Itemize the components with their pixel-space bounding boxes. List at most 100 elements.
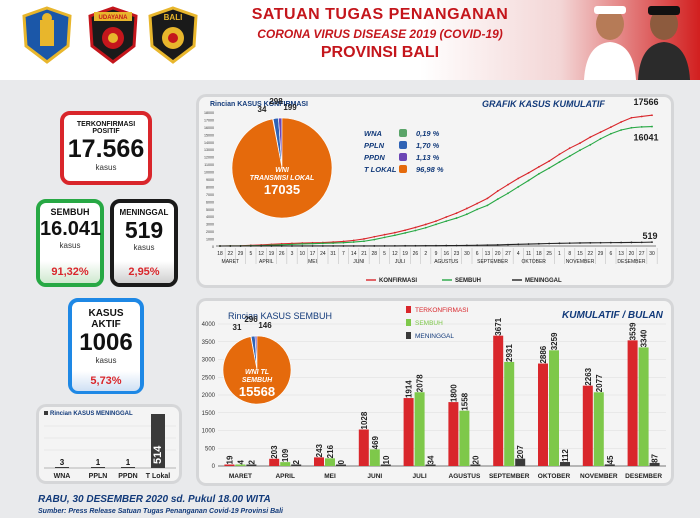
- bar-category-label: DESEMBER: [625, 473, 662, 480]
- header: UDAYANA BALI SATUAN TUGAS PENANGANAN COR…: [0, 0, 700, 80]
- line-x-tick: 13: [485, 251, 491, 257]
- active-label-2: AKTIF: [91, 319, 121, 330]
- bar-value-label: 2: [292, 460, 301, 465]
- bar-y-tick: 2500: [202, 375, 216, 381]
- line-x-tick: 25: [546, 251, 552, 257]
- death-bar-wna: [55, 467, 69, 468]
- line-point-meninggal: [517, 243, 520, 246]
- confirmed-label-1: TERKONFIRMASI: [76, 121, 136, 128]
- line-point-meninggal: [414, 244, 417, 247]
- line-point-konfirmasi: [435, 220, 437, 223]
- confirmed-pie-center-value: 17035: [264, 182, 300, 197]
- line-point-konfirmasi: [579, 142, 581, 145]
- line-point-konfirmasi: [568, 147, 571, 150]
- line-y-tick: 12000: [204, 156, 214, 160]
- bali-province-emblem-icon: [22, 6, 72, 64]
- line-x-tick: 16: [444, 251, 450, 257]
- bar-sembuh: [280, 462, 291, 466]
- line-point-meninggal: [435, 244, 437, 247]
- bar-value-label: 3340: [640, 329, 649, 347]
- line-point-sembuh: [609, 132, 612, 135]
- line-point-sembuh: [311, 242, 314, 245]
- bar-meninggal: [649, 462, 660, 466]
- confirmed-legend-swatch-3: [399, 165, 407, 173]
- line-point-sembuh: [507, 192, 509, 195]
- bar-meninggal: [470, 464, 481, 466]
- bar-value-label: 3539: [629, 322, 638, 340]
- line-point-sembuh: [373, 238, 376, 241]
- bar-meninggal: [380, 464, 391, 466]
- line-x-tick: 20: [495, 251, 501, 257]
- death-bar-category: PPDN: [118, 473, 137, 480]
- footer-source: Sumber: Press Release Satuan Tugas Penan…: [38, 508, 283, 515]
- line-point-meninggal: [260, 245, 263, 247]
- line-point-sembuh: [342, 241, 345, 244]
- death-bar-category: WNA: [54, 473, 71, 480]
- line-x-tick: 21: [361, 251, 367, 257]
- bar-sembuh: [593, 392, 604, 466]
- bar-value-label: 45: [606, 455, 615, 464]
- death-bar-category: T Lokal: [146, 473, 171, 480]
- line-x-tick: 18: [217, 251, 223, 257]
- line-y-tick: 17000: [204, 118, 214, 122]
- header-title-line1: SATUAN TUGAS PENANGANAN: [251, 6, 509, 23]
- line-point-sembuh: [517, 185, 520, 188]
- line-y-tick: 3000: [206, 223, 214, 227]
- confirmed-pie-center-label-2: TRANSMISI LOKAL: [250, 175, 315, 182]
- bar-sembuh: [549, 350, 559, 466]
- udayana-logo-text: UDAYANA: [99, 15, 129, 21]
- line-y-tick: 13000: [204, 148, 214, 152]
- bar-meninggal: [336, 464, 346, 466]
- bar-sembuh: [459, 410, 470, 466]
- line-point-meninggal: [537, 242, 540, 245]
- line-point-meninggal: [568, 242, 571, 245]
- line-point-sembuh: [332, 242, 335, 244]
- line-point-meninggal: [424, 244, 427, 247]
- deaths-detail-chart: Rincian KASUS MENINGGAL 3 WNA 1 PPLN 1 PPDN 51…: [44, 411, 176, 480]
- line-point-meninggal: [373, 245, 376, 247]
- line-month-label: SEPTEMBER: [477, 259, 508, 265]
- line-x-tick: 30: [649, 251, 655, 257]
- active-label-1: KASUS: [88, 308, 124, 319]
- deaths-breakdown-title: Rincian KASUS MENINGGAL: [50, 411, 133, 417]
- bali-police-emblem-icon: BALI: [148, 6, 198, 64]
- bar-y-tick: 2000: [202, 393, 216, 399]
- line-end-label-konfirmasi: 17566: [633, 97, 658, 107]
- line-x-tick: 24: [320, 251, 326, 257]
- line-point-meninggal: [579, 242, 581, 244]
- bar-meninggal: [604, 464, 615, 466]
- bar-value-label: 1914: [405, 380, 414, 398]
- line-y-tick: 6000: [206, 200, 214, 204]
- deaths-value: 519: [124, 217, 164, 243]
- bar-value-label: 2886: [539, 345, 548, 363]
- line-x-tick: 1: [558, 251, 561, 257]
- line-point-meninggal: [507, 243, 509, 246]
- line-month-label: OKTOBER: [522, 259, 547, 265]
- bar-y-tick: 1500: [202, 411, 216, 417]
- line-y-tick: 9000: [206, 178, 214, 182]
- bar-value-label: 4: [236, 460, 245, 465]
- line-point-sembuh: [455, 217, 458, 219]
- bar-value-label: 19: [225, 455, 234, 464]
- recovered-pie-slice-wni-tl: [222, 335, 292, 405]
- line-point-meninggal: [332, 245, 335, 247]
- line-point-konfirmasi: [414, 226, 417, 229]
- line-point-meninggal: [496, 244, 499, 246]
- monthly-panel: Rincian KASUS SEMBUH KUMULATIF / BULAN 0…: [196, 298, 674, 486]
- bar-value-label: 3259: [550, 332, 559, 350]
- bar-value-label: 2078: [416, 374, 425, 392]
- line-x-tick: 29: [598, 251, 604, 257]
- line-point-meninggal: [393, 244, 396, 247]
- bar-value-label: 109: [281, 448, 290, 462]
- line-point-sembuh: [393, 234, 396, 237]
- line-point-sembuh: [537, 172, 540, 175]
- bar-category-label: AGUSTUS: [449, 473, 481, 480]
- bar-category-label: APRIL: [275, 473, 295, 480]
- death-bar-value: 1: [126, 458, 131, 467]
- confirmed-pie-slice-t-lokal: [231, 117, 333, 219]
- line-point-sembuh: [630, 126, 633, 129]
- line-point-meninggal: [342, 245, 345, 247]
- line-end-label-sembuh: 16041: [633, 133, 658, 143]
- header-title: SATUAN TUGAS PENANGANAN CORONA VIRUS DIS…: [215, 6, 545, 62]
- line-point-sembuh: [568, 155, 571, 158]
